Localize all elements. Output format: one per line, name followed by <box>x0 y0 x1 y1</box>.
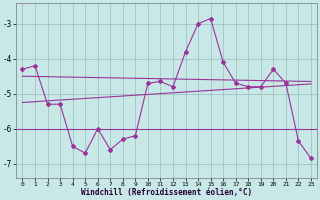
X-axis label: Windchill (Refroidissement éolien,°C): Windchill (Refroidissement éolien,°C) <box>81 188 252 197</box>
